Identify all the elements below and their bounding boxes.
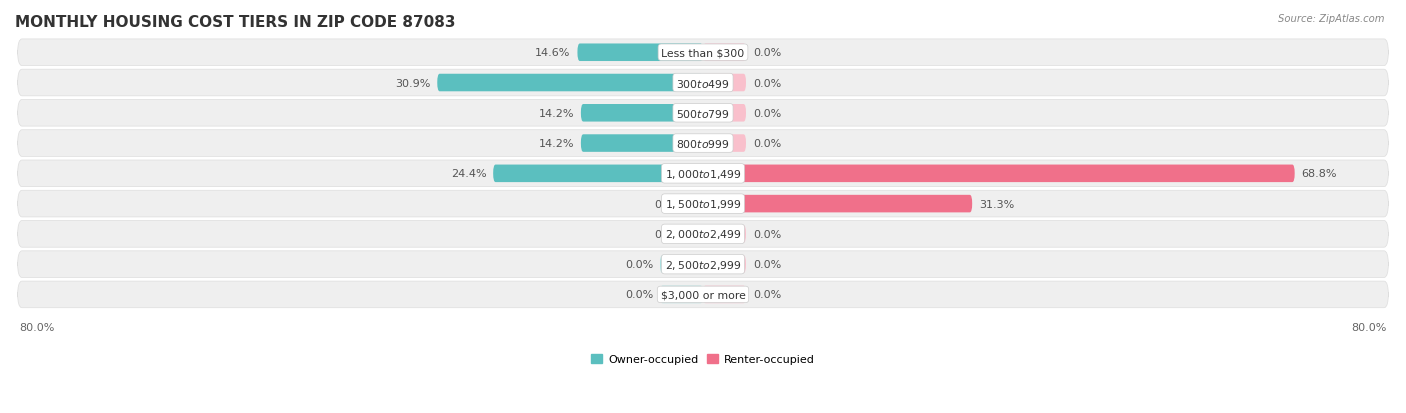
FancyBboxPatch shape [703,225,747,243]
Text: 80.0%: 80.0% [1351,322,1386,332]
Text: 31.3%: 31.3% [979,199,1014,209]
FancyBboxPatch shape [703,286,747,304]
Text: 0.0%: 0.0% [624,259,654,270]
FancyBboxPatch shape [659,256,703,273]
FancyBboxPatch shape [578,44,703,62]
Text: 0.0%: 0.0% [752,139,782,149]
FancyBboxPatch shape [703,256,747,273]
Text: $3,000 or more: $3,000 or more [661,290,745,300]
Text: $1,500 to $1,999: $1,500 to $1,999 [665,198,741,211]
Text: MONTHLY HOUSING COST TIERS IN ZIP CODE 87083: MONTHLY HOUSING COST TIERS IN ZIP CODE 8… [15,15,456,30]
Text: $1,000 to $1,499: $1,000 to $1,499 [665,167,741,180]
Text: 0.0%: 0.0% [752,48,782,58]
FancyBboxPatch shape [18,281,1388,308]
FancyBboxPatch shape [703,135,747,152]
FancyBboxPatch shape [18,251,1388,278]
FancyBboxPatch shape [703,105,747,122]
FancyBboxPatch shape [437,75,703,92]
FancyBboxPatch shape [18,70,1388,97]
Text: 24.4%: 24.4% [451,169,486,179]
FancyBboxPatch shape [18,100,1388,127]
FancyBboxPatch shape [18,131,1388,157]
FancyBboxPatch shape [18,221,1388,247]
FancyBboxPatch shape [18,161,1388,187]
Text: 0.81%: 0.81% [654,229,689,239]
Text: 14.2%: 14.2% [538,109,574,119]
FancyBboxPatch shape [659,286,703,304]
Text: Less than $300: Less than $300 [661,48,745,58]
FancyBboxPatch shape [703,44,747,62]
Text: Source: ZipAtlas.com: Source: ZipAtlas.com [1278,14,1385,24]
Text: 0.0%: 0.0% [752,229,782,239]
Text: 68.8%: 68.8% [1302,169,1337,179]
Text: 14.6%: 14.6% [536,48,571,58]
Text: 0.0%: 0.0% [752,109,782,119]
FancyBboxPatch shape [696,195,703,213]
FancyBboxPatch shape [581,105,703,122]
FancyBboxPatch shape [581,135,703,152]
Text: 0.0%: 0.0% [752,259,782,270]
Text: 80.0%: 80.0% [20,322,55,332]
FancyBboxPatch shape [696,225,703,243]
FancyBboxPatch shape [18,191,1388,217]
Text: 0.81%: 0.81% [654,199,689,209]
Text: 14.2%: 14.2% [538,139,574,149]
FancyBboxPatch shape [703,75,747,92]
FancyBboxPatch shape [18,40,1388,66]
Text: $300 to $499: $300 to $499 [676,77,730,89]
Text: 0.0%: 0.0% [624,290,654,300]
Text: $2,000 to $2,499: $2,000 to $2,499 [665,228,741,241]
Text: 0.0%: 0.0% [752,290,782,300]
Text: 0.0%: 0.0% [752,78,782,88]
Text: $2,500 to $2,999: $2,500 to $2,999 [665,258,741,271]
FancyBboxPatch shape [703,165,1295,183]
Text: 30.9%: 30.9% [395,78,430,88]
Text: $800 to $999: $800 to $999 [676,138,730,150]
Legend: Owner-occupied, Renter-occupied: Owner-occupied, Renter-occupied [586,350,820,369]
FancyBboxPatch shape [703,195,972,213]
Text: $500 to $799: $500 to $799 [676,107,730,119]
FancyBboxPatch shape [494,165,703,183]
